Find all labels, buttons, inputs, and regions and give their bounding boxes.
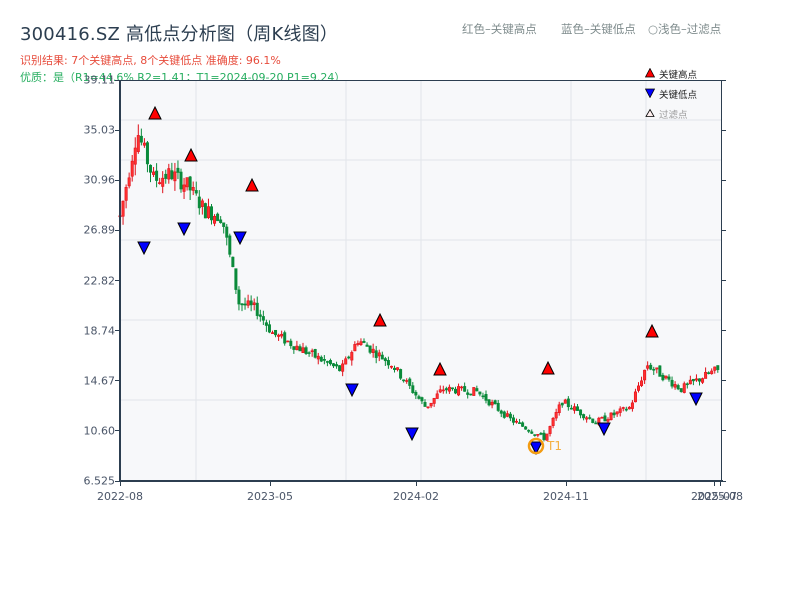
x-tick [713,481,715,486]
y-tick-right [721,380,726,382]
t1-label: T1 [546,439,562,453]
markers: T1 [137,105,703,456]
y-tick-label: 39.11 [83,73,116,87]
key-low-marker [233,231,247,246]
t1-ring [527,437,545,455]
legend: 关键高点 关键低点 过滤点 [644,64,697,124]
y-tick [115,330,120,332]
legend-item-high: 关键高点 [644,64,697,84]
triangle-down-icon [644,88,659,101]
x-axis [119,480,723,482]
y-tick [115,179,120,181]
chart-title: 300416.SZ 高低点分析图（周K线图） [20,24,339,45]
key-high-marker [245,177,259,192]
y-tick [115,480,120,482]
y-tick-label: 18.74 [83,324,116,338]
key-low-marker [405,427,419,442]
y-tick-right [721,280,726,281]
x-tick-label: 2025-08 [697,490,743,503]
y-tick-label: 10.60 [83,424,116,438]
y-tick-right [721,79,726,81]
key-low-marker [345,383,359,398]
key-low-marker [597,422,611,437]
triangle-outline-icon [645,108,659,121]
legend-item-filtered: 过滤点 [645,104,697,124]
y-tick [115,430,120,432]
x-tick [565,481,567,486]
x-tick-label: 2025-07 [691,490,737,503]
key-high-marker [373,312,387,327]
key-low-marker [689,392,703,407]
x-tick [719,481,721,486]
key-high-marker [645,323,659,338]
x-tick [415,481,417,486]
y-tick-right [721,330,726,332]
key-high-marker [433,361,447,376]
x-tick-label: 2022-08 [97,490,143,503]
key-high-marker [541,360,555,375]
y-tick-label: 26.89 [83,223,116,237]
y-tick [115,129,120,131]
y-tick [115,380,120,382]
key-high-marker [184,147,198,162]
key-high-marker [148,105,162,120]
y-tick-right [721,129,726,131]
y-tick-right [721,430,726,432]
y-tick-label: 14.67 [83,374,116,388]
y-tick [115,79,120,81]
triangle-up-icon [644,67,659,81]
axis-top [120,80,722,81]
result-summary: 识别结果: 7个关键高点, 8个关键低点 准确度: 96.1% [20,54,281,67]
y-tick-right [721,179,726,181]
key-low-marker [137,241,151,256]
candlesticks [118,124,720,442]
y-tick-label: 35.03 [83,123,116,137]
y-tick-label: 30.96 [83,173,116,187]
y-tick-right [721,229,726,231]
x-tick-label: 2023-05 [247,490,293,503]
top-legend-red: 红色–关键高点 [462,22,537,36]
y-tick-label: 22.82 [83,274,116,287]
top-legend-light: ○浅色–过滤点 [648,22,722,36]
gridlines [120,80,721,481]
y-tick-label: 6.525 [83,474,116,488]
y-tick-right [721,480,726,482]
x-tick [119,481,121,486]
y-axis [119,80,121,482]
y-tick [115,280,120,281]
x-tick-label: 2024-11 [543,490,589,503]
top-legend-blue: 蓝色–关键低点 [561,22,636,36]
key-low-marker [177,222,191,237]
x-tick-label: 2024-02 [393,490,439,503]
legend-item-low: 关键低点 [644,84,697,104]
key-low-marker [529,441,543,456]
x-tick [269,481,271,486]
y-tick [115,229,120,231]
